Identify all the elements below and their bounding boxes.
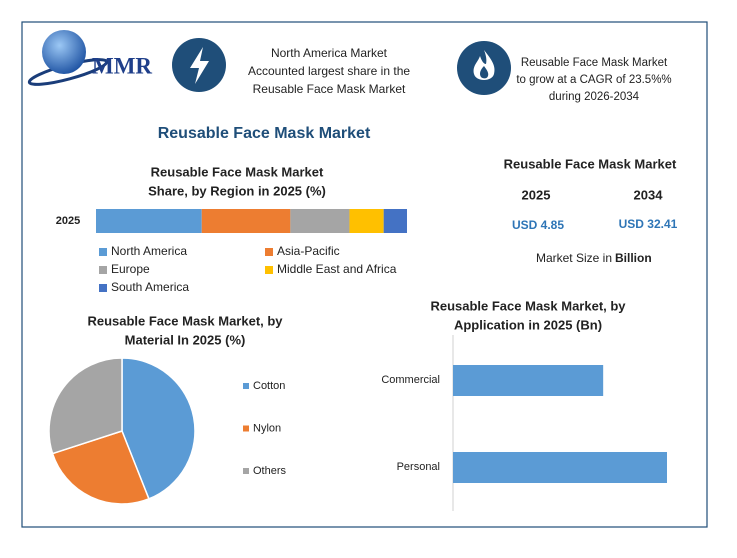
chart-title: Application in 2025 (Bn): [454, 317, 602, 332]
panel-title: Reusable Face Mask Market: [504, 156, 677, 171]
icon-flame: [457, 41, 511, 95]
legend-swatch: [243, 383, 249, 389]
header-text: Reusable Face Mask Market: [521, 57, 668, 69]
header-text: to grow at a CAGR of 23.5%%: [516, 74, 671, 86]
legend-swatch: [99, 266, 107, 274]
legend-label: Asia-Pacific: [277, 244, 340, 258]
legend-swatch: [243, 468, 249, 474]
bar-segment: [290, 209, 350, 233]
legend-label: North America: [111, 244, 187, 258]
chart-title: Share, by Region in 2025 (%): [148, 183, 326, 198]
logo-text: MMR: [92, 53, 152, 78]
bar-segment: [383, 209, 407, 233]
legend-swatch: [99, 248, 107, 256]
year: 2034: [634, 187, 664, 202]
legend-swatch: [265, 266, 273, 274]
size-note: Market Size in: [536, 251, 612, 265]
pie-slice: [51, 430, 150, 505]
bar-segment: [349, 209, 384, 233]
header-text: North America Market: [271, 46, 388, 60]
chart-title: Reusable Face Mask Market: [151, 164, 324, 179]
header-text: during 2026-2034: [549, 91, 640, 103]
chart-title: Material In 2025 (%): [125, 332, 246, 347]
category-label: 2025: [56, 215, 80, 227]
legend-label: Nylon: [253, 422, 281, 434]
logo: MMR: [27, 30, 152, 86]
main-title: Reusable Face Mask Market: [158, 125, 371, 142]
header-text: Reusable Face Mask Market: [253, 82, 406, 96]
header-text: Accounted largest share in the: [248, 64, 410, 78]
legend-label: Middle East and Africa: [277, 262, 397, 276]
bar-segment: [201, 209, 291, 233]
bar: [453, 452, 667, 483]
bar: [453, 365, 604, 396]
category-label: Personal: [397, 461, 440, 473]
year: 2025: [522, 187, 551, 202]
bar-segment: [96, 209, 202, 233]
legend-swatch: [265, 248, 273, 256]
pie-slice: [48, 357, 123, 455]
chart-title: Reusable Face Mask Market, by: [430, 298, 626, 313]
legend-label: Europe: [111, 262, 150, 276]
legend-swatch: [243, 425, 249, 432]
frame: [21, 21, 708, 528]
chart-title: Reusable Face Mask Market, by: [87, 313, 283, 328]
legend-label: South America: [111, 280, 189, 294]
legend-label: Others: [253, 465, 287, 477]
legend-label: Cotton: [253, 380, 285, 392]
market-value: USD 32.41: [619, 217, 678, 231]
pie-slice: [121, 357, 196, 500]
icon-bolt: [172, 38, 226, 92]
category-label: Commercial: [381, 374, 440, 386]
size-unit: Billion: [615, 251, 652, 265]
legend-swatch: [99, 284, 107, 292]
market-value: USD 4.85: [512, 218, 564, 232]
